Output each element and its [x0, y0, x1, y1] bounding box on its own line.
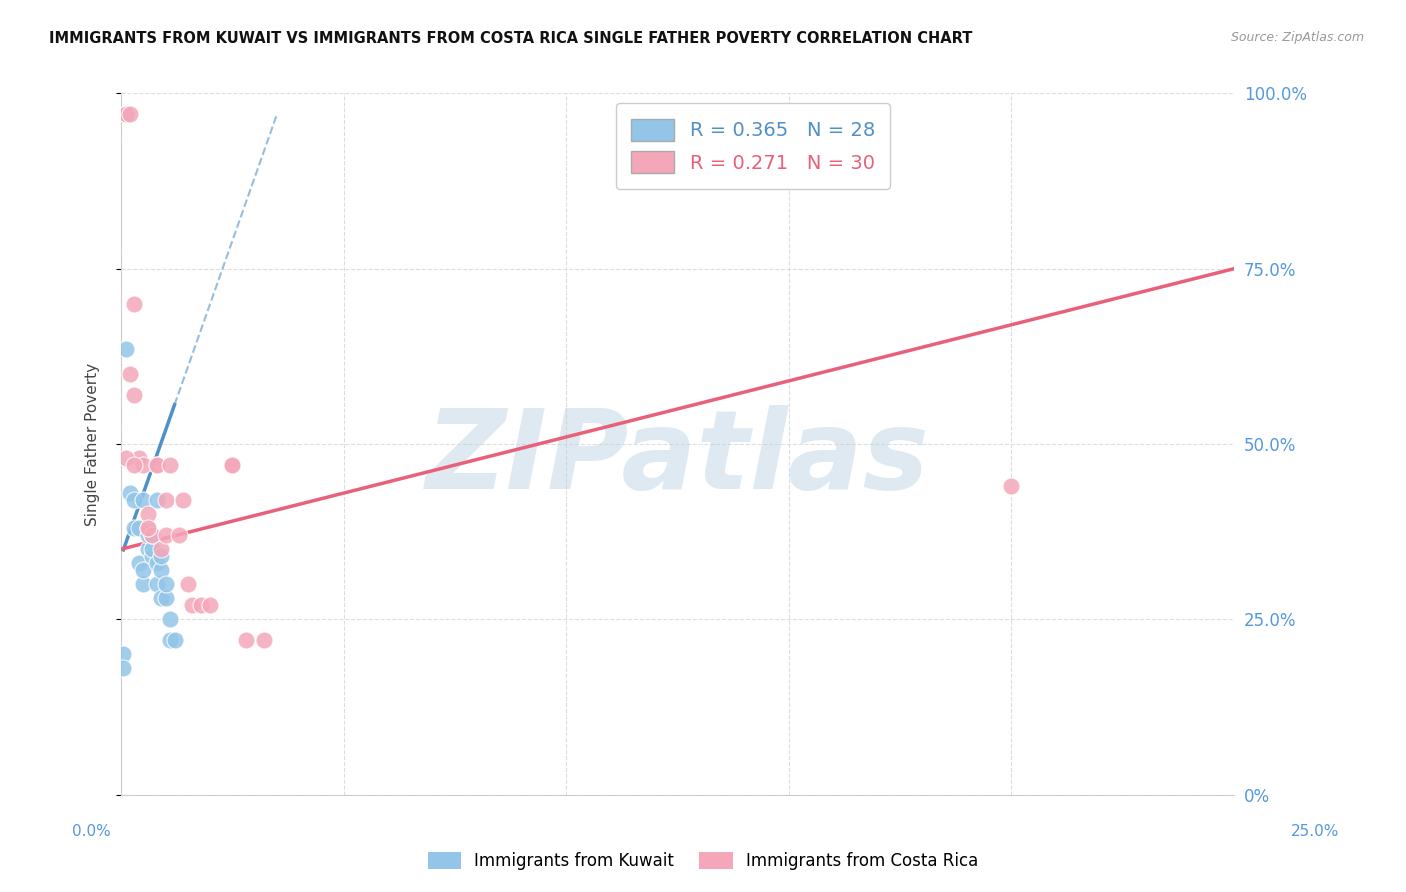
Point	[124, 521, 146, 535]
Point	[155, 493, 177, 508]
Point	[136, 521, 159, 535]
Point	[150, 549, 173, 564]
Point	[155, 577, 177, 591]
Point	[114, 107, 136, 121]
Point	[145, 577, 167, 591]
Point	[136, 528, 159, 542]
Point	[141, 528, 163, 542]
Point	[159, 458, 181, 472]
Point	[136, 542, 159, 557]
Text: 25.0%: 25.0%	[1291, 824, 1339, 838]
Legend: Immigrants from Kuwait, Immigrants from Costa Rica: Immigrants from Kuwait, Immigrants from …	[422, 845, 984, 877]
Point	[132, 563, 155, 577]
Point	[132, 493, 155, 508]
Point	[150, 591, 173, 606]
Point	[145, 493, 167, 508]
Point	[132, 577, 155, 591]
Point	[112, 648, 135, 662]
Point	[145, 458, 167, 472]
Point	[167, 528, 190, 542]
Point	[221, 458, 243, 472]
Point	[177, 577, 200, 591]
Point	[150, 542, 173, 557]
Point	[124, 458, 146, 472]
Point	[118, 367, 141, 381]
Point	[155, 591, 177, 606]
Text: 0.0%: 0.0%	[72, 824, 111, 838]
Point	[141, 549, 163, 564]
Text: IMMIGRANTS FROM KUWAIT VS IMMIGRANTS FROM COSTA RICA SINGLE FATHER POVERTY CORRE: IMMIGRANTS FROM KUWAIT VS IMMIGRANTS FRO…	[49, 31, 973, 46]
Point	[128, 450, 150, 465]
Point	[114, 343, 136, 357]
Point	[252, 633, 274, 648]
Point	[124, 388, 146, 402]
Point	[141, 542, 163, 557]
Point	[221, 458, 243, 472]
Point	[136, 507, 159, 521]
Point	[128, 556, 150, 570]
Point	[114, 450, 136, 465]
Point	[145, 458, 167, 472]
Point	[150, 563, 173, 577]
Point	[132, 458, 155, 472]
Text: Source: ZipAtlas.com: Source: ZipAtlas.com	[1230, 31, 1364, 45]
Point	[1000, 479, 1022, 493]
Point	[128, 521, 150, 535]
Point	[235, 633, 257, 648]
Point	[163, 633, 186, 648]
Y-axis label: Single Father Poverty: Single Father Poverty	[86, 362, 100, 525]
Point	[141, 528, 163, 542]
Point	[118, 107, 141, 121]
Point	[159, 612, 181, 626]
Point	[198, 599, 221, 613]
Point	[118, 486, 141, 500]
Point	[145, 556, 167, 570]
Legend: R = 0.365   N = 28, R = 0.271   N = 30: R = 0.365 N = 28, R = 0.271 N = 30	[616, 103, 890, 189]
Point	[136, 521, 159, 535]
Point	[124, 493, 146, 508]
Point	[114, 107, 136, 121]
Point	[181, 599, 204, 613]
Point	[190, 599, 212, 613]
Point	[124, 297, 146, 311]
Point	[112, 661, 135, 675]
Text: ZIPatlas: ZIPatlas	[426, 405, 929, 511]
Point	[159, 633, 181, 648]
Point	[155, 528, 177, 542]
Point	[172, 493, 194, 508]
